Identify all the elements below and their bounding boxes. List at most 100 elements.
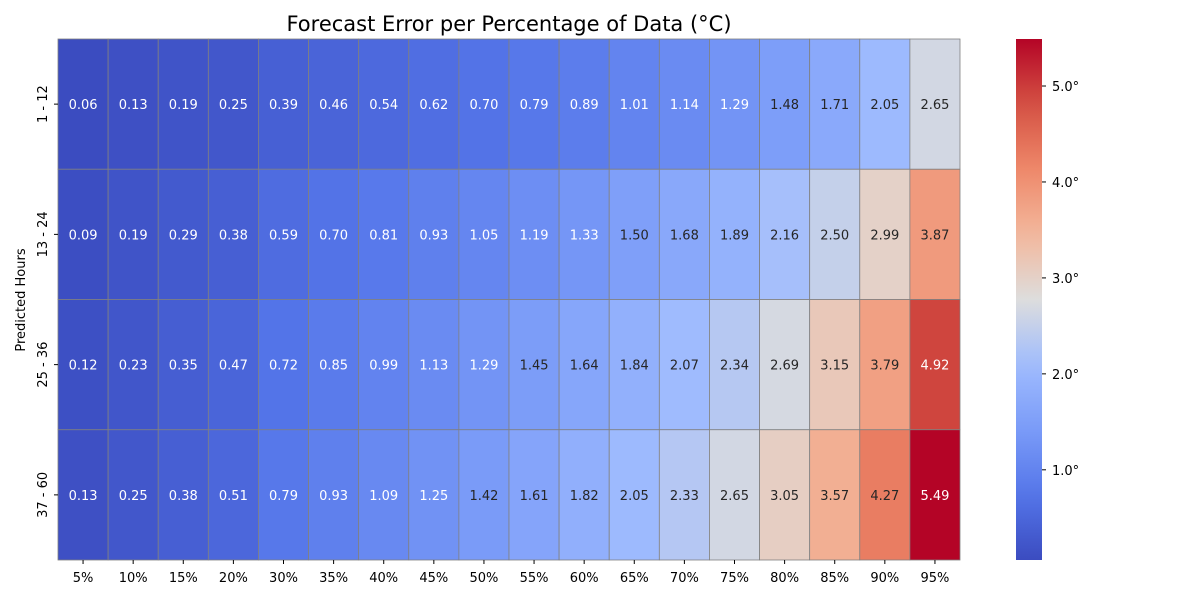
cell-value-label: 1.82 — [570, 489, 599, 504]
y-tick-label: 25 - 36 — [36, 342, 51, 388]
cell-value-label: 1.89 — [720, 228, 749, 243]
x-tick-label: 55% — [520, 571, 549, 586]
heatmap-cell — [658, 168, 710, 300]
heatmap-cell — [709, 429, 760, 561]
cell-value-label: 1.45 — [520, 359, 549, 374]
heatmap-cell — [57, 299, 109, 431]
colorbar-tick-label: 5.0° — [1052, 80, 1079, 95]
x-tick-label: 50% — [469, 571, 498, 586]
heatmap-cell — [207, 299, 259, 431]
heatmap-cell — [57, 38, 109, 170]
colorbar-tick-label: 4.0° — [1052, 176, 1079, 191]
chart-title: Forecast Error per Percentage of Data (°… — [286, 12, 731, 36]
colorbar-tick-label: 3.0° — [1052, 272, 1079, 287]
cell-value-label: 0.09 — [69, 228, 98, 243]
cell-value-label: 3.15 — [820, 359, 849, 374]
heatmap-cell — [508, 299, 560, 431]
cell-value-label: 1.84 — [620, 359, 649, 374]
cell-value-label: 1.01 — [620, 98, 649, 113]
y-tick-label: 13 - 24 — [36, 211, 51, 257]
heatmap-cell — [207, 168, 259, 300]
cell-value-label: 1.42 — [469, 489, 498, 504]
heatmap-cell — [909, 168, 961, 300]
heatmap-cell — [57, 168, 109, 300]
cell-value-label: 0.38 — [169, 489, 198, 504]
heatmap-cell — [107, 429, 159, 561]
heatmap-cell — [859, 299, 911, 431]
cell-value-label: 0.72 — [269, 359, 298, 374]
cell-value-label: 0.81 — [369, 228, 398, 243]
x-tick-label: 5% — [73, 571, 94, 586]
cell-value-label: 2.99 — [870, 228, 899, 243]
y-axis-label: Predicted Hours — [14, 248, 29, 351]
heatmap-cell — [909, 299, 961, 431]
heatmap-cell — [558, 168, 610, 300]
cell-value-label: 1.71 — [820, 98, 849, 113]
heatmap-cell — [358, 299, 410, 431]
x-tick-label: 10% — [119, 571, 148, 586]
heatmap-cell — [658, 429, 710, 561]
y-tick-label: 37 - 60 — [36, 472, 51, 518]
cell-value-label: 0.47 — [219, 359, 248, 374]
x-tick-label: 60% — [570, 571, 599, 586]
cell-value-label: 0.12 — [69, 359, 98, 374]
heatmap-cell — [207, 38, 259, 170]
cell-value-label: 0.06 — [69, 98, 98, 113]
cell-value-label: 1.48 — [770, 98, 799, 113]
cell-value-label: 1.33 — [570, 228, 599, 243]
heatmap-cell — [809, 429, 861, 561]
cell-value-label: 0.25 — [119, 489, 148, 504]
cell-value-label: 2.05 — [620, 489, 649, 504]
cell-value-label: 1.25 — [419, 489, 448, 504]
heatmap-cell — [759, 299, 811, 431]
cell-value-label: 1.05 — [469, 228, 498, 243]
heatmap-cell — [859, 168, 911, 300]
cell-value-label: 0.13 — [69, 489, 98, 504]
heatmap-cell — [608, 38, 660, 170]
cell-value-label: 2.65 — [920, 98, 949, 113]
cell-value-label: 2.07 — [670, 359, 699, 374]
cell-value-label: 0.38 — [219, 228, 248, 243]
cell-value-label: 0.19 — [119, 228, 148, 243]
cell-value-label: 2.69 — [770, 359, 799, 374]
heatmap-cell — [909, 429, 961, 561]
cell-value-label: 0.46 — [319, 98, 348, 113]
cell-value-label: 2.33 — [670, 489, 699, 504]
x-tick-label: 45% — [419, 571, 448, 586]
cell-value-label: 1.13 — [419, 359, 448, 374]
heatmap-cell — [258, 168, 309, 300]
cell-value-label: 3.79 — [870, 359, 899, 374]
cell-value-label: 0.35 — [169, 359, 198, 374]
cell-value-label: 0.54 — [369, 98, 398, 113]
cell-value-label: 4.27 — [870, 489, 899, 504]
heatmap-cell — [508, 38, 560, 170]
cell-value-label: 0.70 — [319, 228, 348, 243]
cell-value-label: 0.93 — [419, 228, 448, 243]
heatmap-cell — [258, 38, 309, 170]
cell-value-label: 0.51 — [219, 489, 248, 504]
x-tick-label: 80% — [770, 571, 799, 586]
cell-value-label: 1.29 — [720, 98, 749, 113]
x-axis-ticks: 5% 10% 15% 20% 30% 35% 40% 45% 50% 55% 60% 65% 70% 75… — [73, 560, 949, 586]
cell-value-label: 0.13 — [119, 98, 148, 113]
x-tick-label: 95% — [920, 571, 949, 586]
cell-value-label: 1.61 — [520, 489, 549, 504]
cell-value-label: 3.05 — [770, 489, 799, 504]
cell-value-label: 2.50 — [820, 228, 849, 243]
colorbar — [1016, 39, 1042, 560]
heatmap-cell — [157, 299, 209, 431]
heatmap-cell — [358, 429, 410, 561]
colorbar-tick-label: 2.0° — [1052, 368, 1079, 383]
heatmap-cell — [508, 168, 560, 300]
heatmap-cell — [308, 38, 360, 170]
x-tick-label: 70% — [670, 571, 699, 586]
heatmap-cell — [809, 38, 861, 170]
heatmap-cell — [608, 429, 660, 561]
heatmap-cell — [859, 38, 911, 170]
cell-value-label: 1.19 — [520, 228, 549, 243]
cell-value-label: 1.50 — [620, 228, 649, 243]
heatmap-cell — [759, 429, 811, 561]
cell-value-label: 0.19 — [169, 98, 198, 113]
heatmap-cell — [759, 38, 811, 170]
heatmap-cell — [107, 168, 159, 300]
